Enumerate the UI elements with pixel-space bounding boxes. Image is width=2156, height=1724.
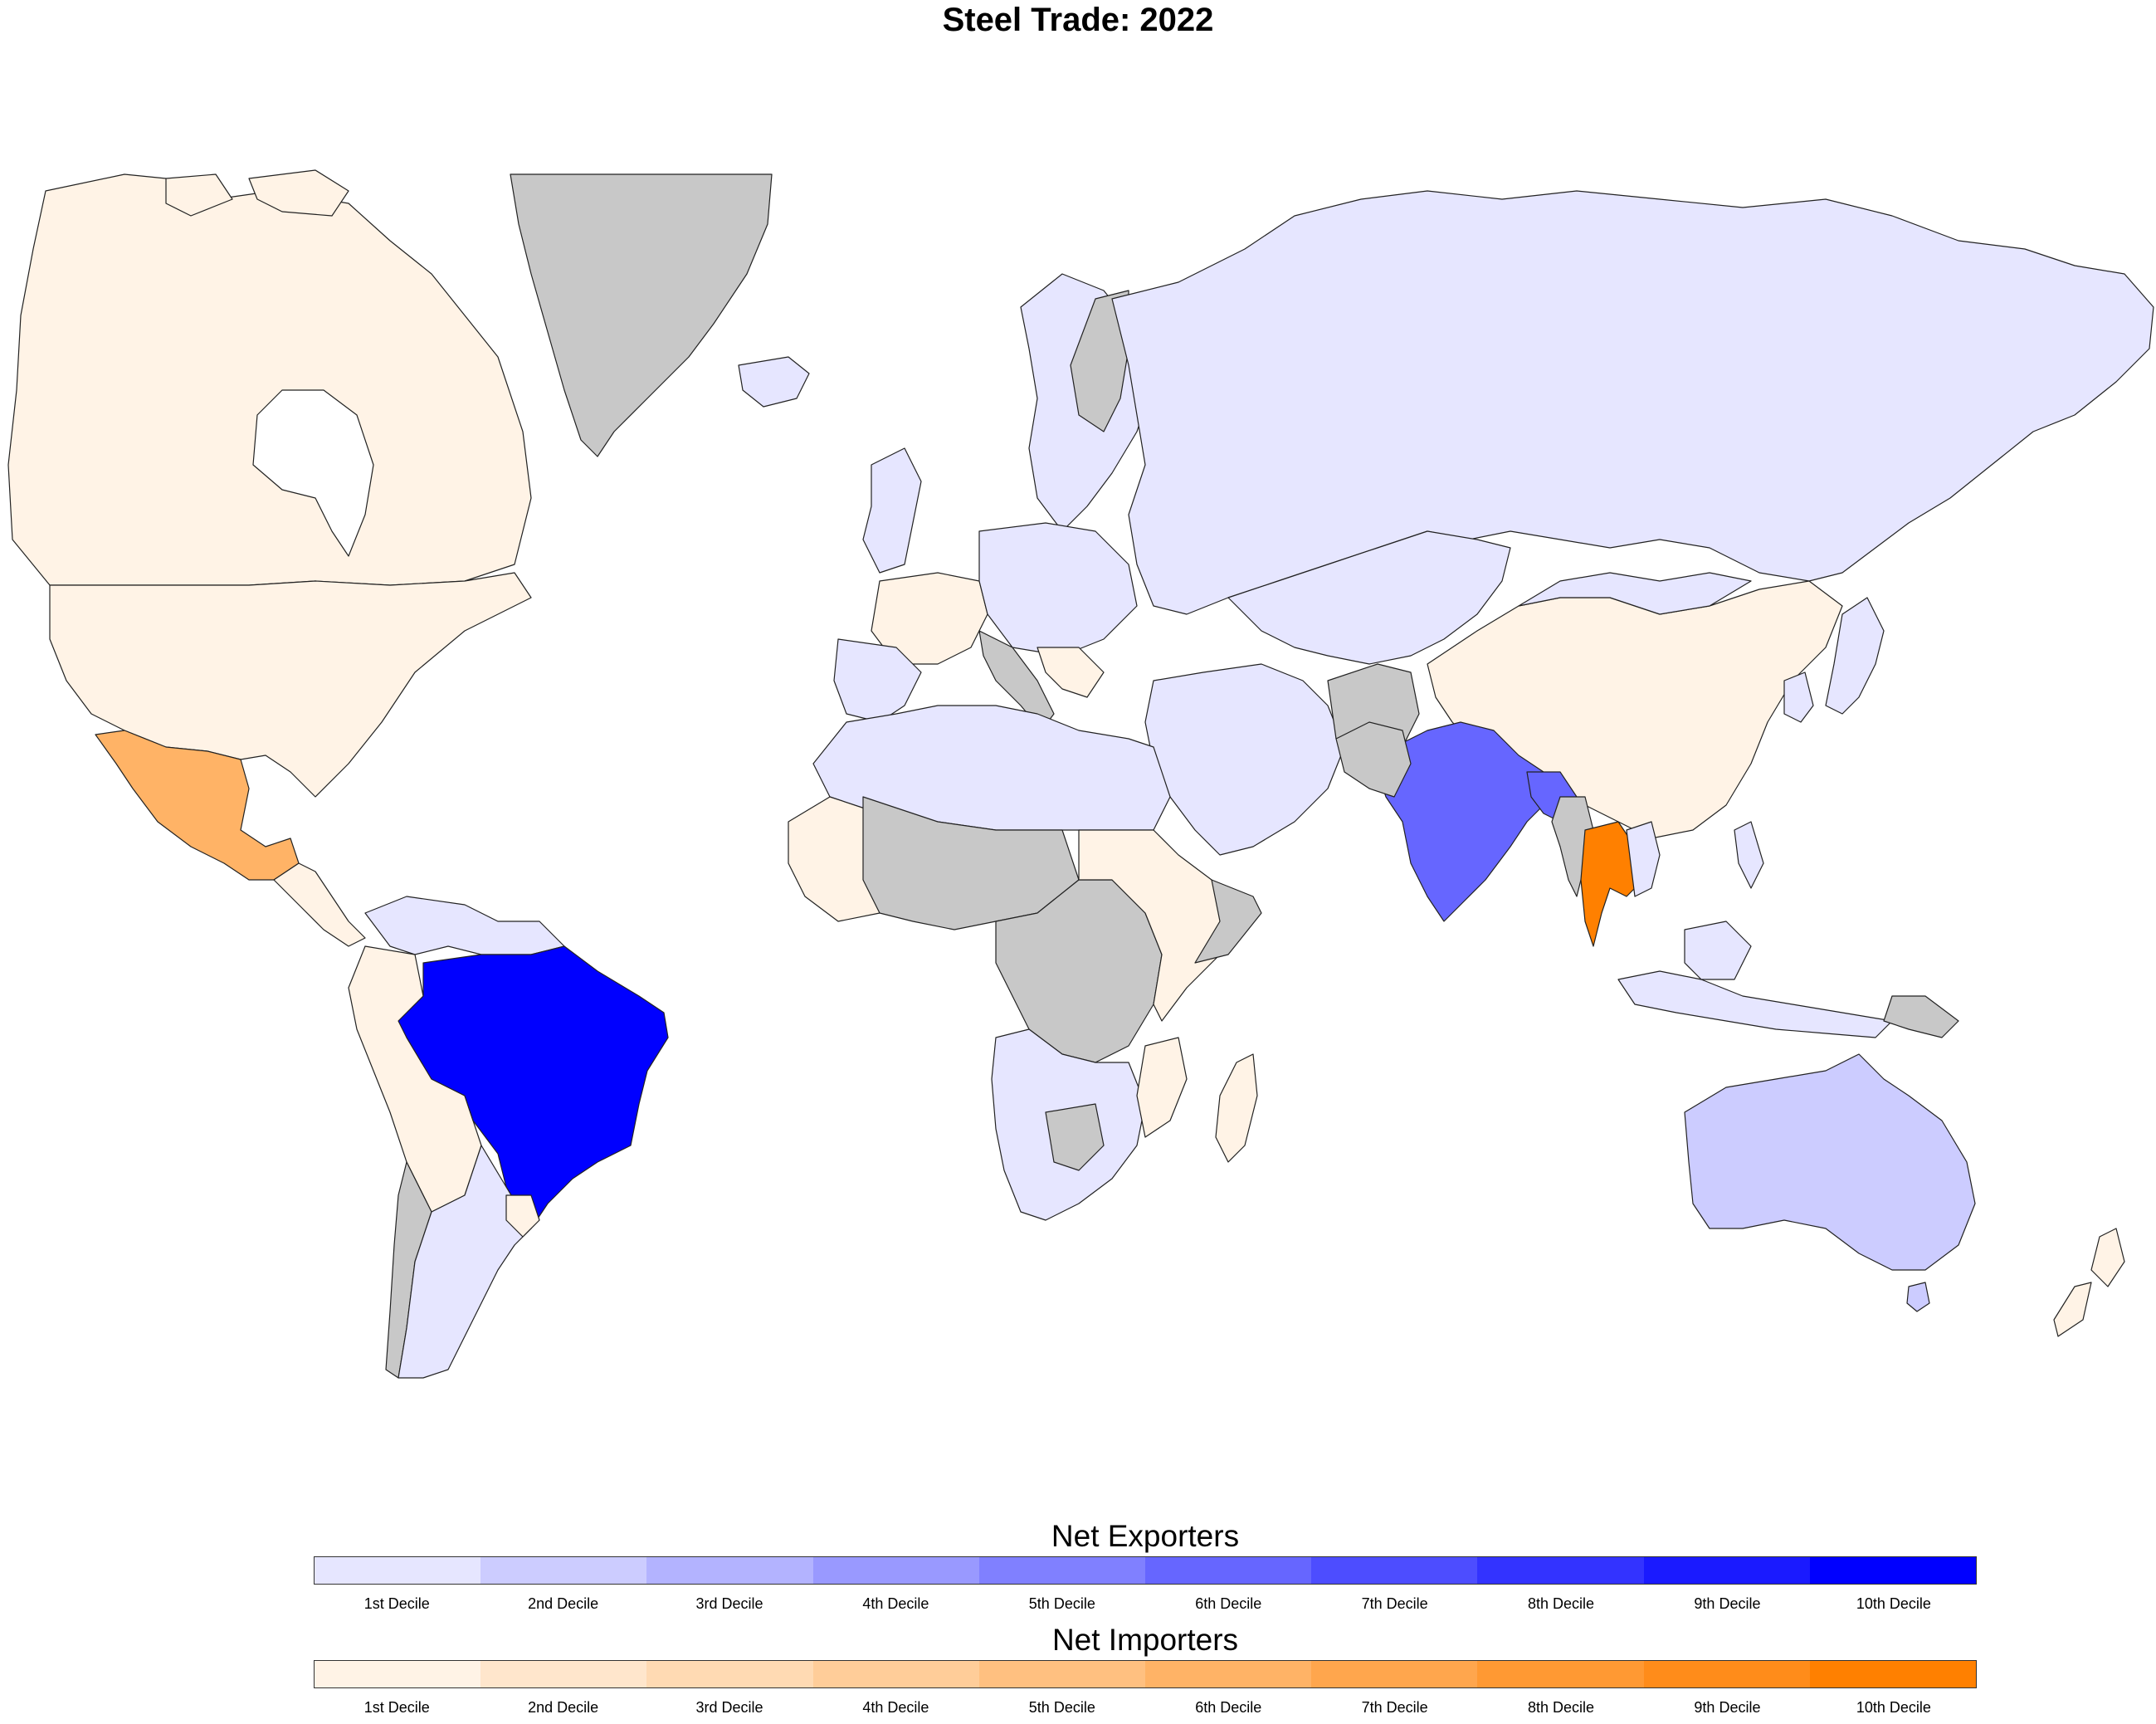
region-indochina[interactable] [1626, 821, 1661, 897]
region-korea[interactable] [1783, 672, 1814, 723]
region-mexico[interactable] [95, 730, 300, 881]
region-uruguay[interactable] [505, 1194, 540, 1238]
region-new-zealand[interactable] [2090, 1228, 2125, 1287]
importers-label-3: 3rd Decile [695, 1699, 763, 1716]
importers-legend-title: Net Importers [1051, 1623, 1239, 1657]
region-northern-south-america[interactable] [364, 896, 565, 955]
exporters-swatch-9 [1643, 1557, 1810, 1584]
exporters-swatch-1 [315, 1557, 481, 1584]
importers-swatch-2 [480, 1661, 647, 1687]
exporters-label-4: 4th Decile [862, 1595, 929, 1612]
region-russia[interactable] [1111, 190, 2154, 615]
exporters-label-5: 5th Decile [1028, 1595, 1095, 1612]
region-australia[interactable] [1684, 1053, 1976, 1271]
exporters-label-8: 8th Decile [1528, 1595, 1595, 1612]
region-east-africa[interactable] [1078, 829, 1246, 1022]
exporters-swatch-2 [480, 1557, 647, 1584]
region-arctic-islands-2[interactable] [248, 169, 349, 217]
importers-swatch-9 [1643, 1661, 1810, 1687]
region-central-europe[interactable] [978, 522, 1138, 657]
exporters-label-10: 10th Decile [1856, 1595, 1931, 1612]
region-western-europe[interactable] [871, 572, 988, 665]
importers-label-10: 10th Decile [1856, 1699, 1931, 1716]
region-iberia[interactable] [833, 638, 922, 723]
exporters-label-2: 2nd Decile [528, 1595, 599, 1612]
region-indonesia[interactable] [1617, 970, 1893, 1038]
importers-swatch-4 [812, 1661, 979, 1687]
region-papua-new-guinea[interactable] [1883, 995, 1959, 1038]
exporters-swatch-6 [1145, 1557, 1312, 1584]
exporters-swatch-5 [978, 1557, 1146, 1584]
importers-swatch-10 [1809, 1661, 1977, 1687]
importers-swatch-6 [1145, 1661, 1312, 1687]
exporters-label-9: 9th Decile [1694, 1595, 1761, 1612]
exporters-swatch-4 [812, 1557, 979, 1584]
region-mongolia[interactable] [1518, 572, 1752, 615]
region-pakistan[interactable] [1335, 721, 1412, 798]
region-india[interactable] [1377, 721, 1553, 922]
region-philippines[interactable] [1734, 821, 1764, 889]
region-arctic-islands[interactable] [165, 173, 233, 217]
importers-labels: 1st Decile 2nd Decile 3rd Decile 4th Decile… [314, 1699, 1977, 1717]
exporters-swatch-10 [1809, 1557, 1977, 1584]
exporters-swatch-3 [646, 1557, 813, 1584]
exporters-color-bar [314, 1556, 1977, 1585]
exporters-label-3: 3rd Decile [695, 1595, 763, 1612]
region-middle-east[interactable] [1144, 663, 1345, 856]
region-brazil[interactable] [398, 945, 669, 1229]
region-borneo[interactable] [1684, 921, 1752, 980]
region-new-zealand-south[interactable] [2053, 1282, 2092, 1337]
map-title: Steel Trade: 2022 [942, 2, 1214, 38]
importers-label-7: 7th Decile [1361, 1699, 1428, 1716]
exporters-legend-title: Net Exporters [1051, 1519, 1240, 1553]
region-greenland[interactable] [510, 173, 773, 457]
exporters-label-7: 7th Decile [1361, 1595, 1428, 1612]
region-central-asia[interactable] [1227, 530, 1511, 665]
importers-label-1: 1st Decile [363, 1699, 430, 1716]
exporters-label-1: 1st Decile [363, 1595, 430, 1612]
exporters-swatch-8 [1477, 1557, 1644, 1584]
region-united-states[interactable] [49, 572, 532, 798]
importers-label-6: 6th Decile [1195, 1699, 1262, 1716]
region-poland-balkans[interactable] [1037, 647, 1105, 698]
importers-swatch-5 [978, 1661, 1146, 1687]
exporters-label-6: 6th Decile [1195, 1595, 1262, 1612]
region-madagascar[interactable] [1215, 1053, 1258, 1163]
region-botswana[interactable] [1045, 1103, 1105, 1171]
region-horn-africa[interactable] [1194, 879, 1262, 964]
importers-label-9: 9th Decile [1694, 1699, 1761, 1716]
importers-swatch-7 [1311, 1661, 1478, 1687]
importers-swatch-3 [646, 1661, 813, 1687]
region-japan[interactable] [1825, 597, 1885, 715]
region-argentina[interactable] [398, 1145, 532, 1379]
importers-swatch-1 [315, 1661, 481, 1687]
region-mozambique[interactable] [1136, 1037, 1188, 1138]
importers-label-4: 4th Decile [862, 1699, 929, 1716]
hudson-bay [252, 389, 374, 557]
exporters-labels: 1st Decile 2nd Decile 3rd Decile 4th Decile… [314, 1595, 1977, 1613]
region-canada[interactable] [7, 173, 532, 586]
region-central-america[interactable] [273, 862, 366, 947]
region-iceland[interactable] [738, 356, 810, 408]
importers-label-2: 2nd Decile [528, 1699, 599, 1716]
importers-swatch-8 [1477, 1661, 1644, 1687]
exporters-swatch-7 [1311, 1557, 1478, 1584]
importers-label-8: 8th Decile [1528, 1699, 1595, 1716]
importers-color-bar [314, 1660, 1977, 1688]
importers-label-5: 5th Decile [1028, 1699, 1095, 1716]
region-uk[interactable] [862, 447, 922, 574]
region-tasmania[interactable] [1906, 1282, 1930, 1312]
